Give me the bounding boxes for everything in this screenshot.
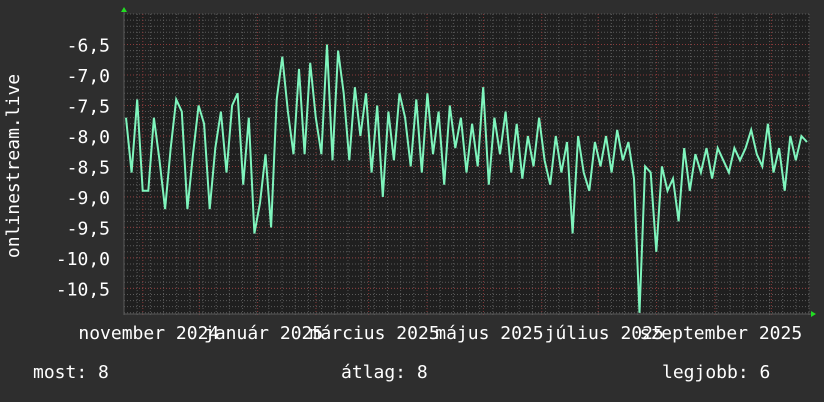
y-tick-label: -10,0	[56, 249, 110, 270]
y-tick-label: -9,5	[67, 218, 110, 239]
y-tick-label: -9,0	[67, 188, 110, 209]
x-tick-label: május 2025	[435, 323, 543, 344]
legend-average: átlag: 8	[341, 362, 428, 383]
legend-current: most: 8	[33, 362, 109, 383]
y-axis-ticks: -6,5 -7,0 -7,5 -8,0 -8,5 -9,0 -9,5 -10,0 -10,5	[56, 35, 809, 300]
y-tick-label: -8,0	[67, 127, 110, 148]
y-tick-label: -7,5	[67, 96, 110, 117]
y-tick-label: -6,5	[67, 35, 110, 56]
x-tick-label: július 2025	[545, 323, 664, 344]
legend-best: legjobb: 6	[662, 362, 771, 383]
y-tick-label: -7,0	[67, 66, 110, 87]
x-tick-label: november 2024	[78, 323, 219, 344]
x-tick-label: január 2025	[204, 323, 323, 344]
x-axis-arrow	[811, 311, 816, 317]
y-axis-label: onlinestream.live	[3, 74, 24, 258]
y-axis-arrow	[121, 7, 127, 12]
x-tick-label: március 2025	[310, 323, 440, 344]
axes	[121, 7, 816, 317]
y-tick-label: -10,5	[56, 279, 110, 300]
y-tick-label: -8,5	[67, 157, 110, 178]
series-line	[125, 44, 808, 313]
x-tick-label: szeptember 2025	[640, 323, 803, 344]
